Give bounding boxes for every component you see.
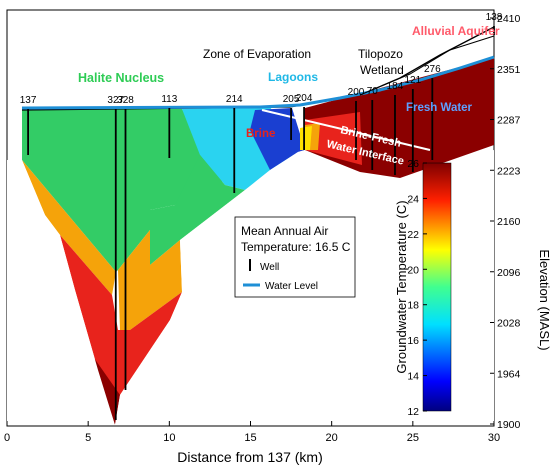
lagoons-label: Lagoons: [268, 70, 318, 84]
well-label-121: 121: [404, 75, 421, 86]
elevation-tick-label: 2028: [497, 318, 521, 330]
x-tick-label: 5: [85, 432, 91, 444]
colorbar-tick-label: 26: [407, 158, 419, 170]
brine-label: Brine: [246, 128, 275, 140]
well-label-184: 184: [387, 81, 404, 92]
elevation-tick-label: 2410: [497, 13, 521, 25]
elevation-axis-label: Elevation (MASL): [537, 249, 550, 350]
elevation-tick-label: 2351: [497, 64, 521, 76]
elevation-tick-label: 2223: [497, 165, 521, 177]
elevation-tick-label: 2096: [497, 267, 521, 279]
colorbar-label: Groundwater Temperature (C): [394, 200, 409, 373]
x-tick-label: 0: [4, 432, 10, 444]
well-label-204: 204: [296, 93, 313, 104]
well-label-113: 113: [161, 94, 177, 105]
fresh-water-label: Fresh Water: [406, 102, 473, 114]
x-tick-label: 30: [488, 432, 500, 444]
well-label-200: 200: [348, 87, 365, 98]
colorbar-tick-label: 16: [407, 335, 419, 347]
halite-label: Halite Nucleus: [78, 71, 164, 85]
elevation-tick-label: 1900: [497, 419, 521, 431]
colorbar-tick-label: 18: [407, 300, 419, 312]
colorbar-tick-label: 22: [407, 229, 419, 241]
x-tick-label: 25: [407, 432, 419, 444]
x-tick-label: 20: [326, 432, 338, 444]
legend-line1: Mean Annual Air: [241, 224, 328, 238]
legend-water-label: Water Level: [265, 281, 318, 292]
tilopozo-label: Tilopozo: [358, 47, 403, 61]
colorbar-tick-label: 20: [407, 264, 419, 276]
well-label-214: 214: [226, 94, 243, 105]
x-tick-label: 15: [244, 432, 256, 444]
well-label-137: 137: [20, 95, 37, 106]
alluvial-label: Alluvial Aquifer: [412, 24, 500, 38]
elevation-axis-ticks: 1900 1964 2028 2096 2160 2223 2287 2351 2410: [490, 13, 521, 431]
x-tick-label: 10: [163, 432, 175, 444]
well-label-328: 328: [117, 95, 134, 106]
well-label-70: 70: [367, 86, 379, 97]
colorbar-tick-label: 14: [407, 371, 419, 383]
colorbar-tick-label: 12: [407, 406, 419, 418]
colorbar: [423, 163, 451, 411]
legend-line2: Temperature: 16.5 C: [241, 240, 351, 254]
elevation-tick-label: 2287: [497, 115, 521, 127]
wetland-label: Wetland: [360, 63, 404, 77]
interface-yellow-band: [300, 126, 312, 150]
elevation-tick-label: 2160: [497, 216, 521, 228]
x-axis-label: Distance from 137 (km): [177, 449, 322, 465]
legend-well-label: Well: [260, 262, 279, 273]
elevation-tick-label: 1964: [497, 368, 521, 380]
colorbar-tick-label: 24: [407, 193, 419, 205]
evaporation-label: Zone of Evaporation: [203, 47, 311, 61]
well-label-276: 276: [424, 64, 441, 75]
